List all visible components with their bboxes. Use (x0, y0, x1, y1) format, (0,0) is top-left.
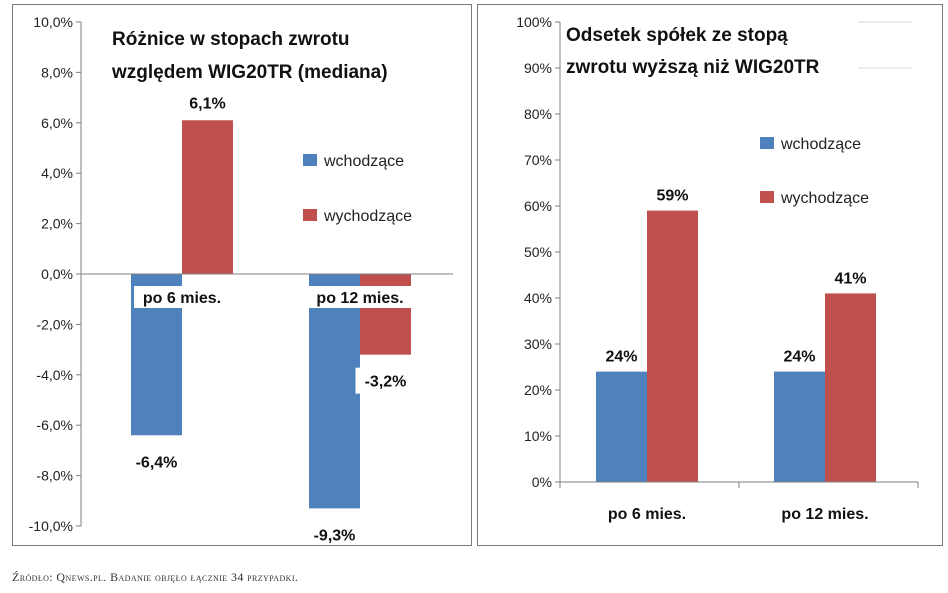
legend-swatch-wychodzace (760, 191, 774, 203)
bar-wchodzace (309, 274, 360, 509)
right-chart-panel: 100% 90% 80% 70% 60% 50% 40% 30% 20% 10% 0% 24% 24% 5… (477, 4, 943, 546)
source-note: Źródło: Qnews.pl. Badanie objęło łącznie… (12, 570, 299, 584)
y-tick-label: 30% (524, 336, 552, 352)
data-label: -3,2% (365, 374, 407, 391)
legend-swatch-wychodzace (303, 209, 317, 221)
y-tick-label: -10,0% (29, 518, 73, 534)
y-tick-label: 0% (532, 474, 552, 490)
bar-wchodzace (774, 371, 825, 482)
x-category-label: po 6 mies. (143, 290, 221, 307)
data-label: -9,3% (314, 527, 356, 544)
data-label-bg (355, 367, 416, 394)
y-tick-label: 10,0% (33, 14, 73, 30)
data-label: 6,1% (189, 95, 225, 112)
y-tick-label: 4,0% (41, 165, 73, 181)
bar-wychodzace (825, 293, 876, 482)
y-tick-label: 6,0% (41, 115, 73, 131)
chart-title: Różnice w stopach zwrotu (112, 29, 350, 50)
y-tick-label: 40% (524, 290, 552, 306)
category-label-bg (304, 286, 416, 308)
x-category-label: po 12 mies. (316, 290, 403, 307)
data-label: 24% (783, 349, 815, 366)
legend-label: wychodzące (780, 190, 869, 207)
y-tick-label: -6,0% (36, 417, 73, 433)
y-tick-label: 50% (524, 244, 552, 260)
legend-label: wychodzące (323, 208, 412, 225)
y-tick-label: 2,0% (41, 216, 73, 232)
legend-swatch-wchodzace (303, 154, 317, 166)
y-tick-label: 0,0% (41, 266, 73, 282)
data-label: -6,4% (136, 454, 178, 471)
data-label: 24% (605, 349, 637, 366)
data-label: 41% (834, 270, 866, 287)
y-tick-label: -2,0% (36, 316, 73, 332)
y-tick-label: 100% (516, 14, 552, 30)
y-tick-label: 60% (524, 198, 552, 214)
y-tick-label: 20% (524, 382, 552, 398)
legend-label: wchodzące (323, 153, 404, 170)
y-tick-label: 90% (524, 60, 552, 76)
y-tick-label: -8,0% (36, 468, 73, 484)
returns-difference-chart: 10,0% 8,0% 6,0% 4,0% 2,0% 0,0% -2,0% -4,0% -6,0%… (29, 14, 453, 544)
bar-wchodzace (596, 371, 647, 482)
x-category-label: po 6 mies. (608, 506, 686, 523)
chart-title: Odsetek spółek ze stopą (566, 25, 788, 46)
legend-label: wchodzące (780, 136, 861, 153)
category-label-bg (134, 286, 230, 308)
x-category-label: po 12 mies. (781, 506, 868, 523)
y-tick-label: 80% (524, 106, 552, 122)
share-of-companies-chart: 100% 90% 80% 70% 60% 50% 40% 30% 20% 10% 0% 24% 24% 5… (516, 14, 919, 523)
y-tick-label: 70% (524, 152, 552, 168)
bar-wychodzace (182, 120, 233, 274)
y-tick-label: 8,0% (41, 64, 73, 80)
chart-title: zwrotu wyższą niż WIG20TR (566, 57, 820, 78)
legend-swatch-wchodzace (760, 137, 774, 149)
data-label: 59% (656, 188, 688, 205)
left-chart-panel: 10,0% 8,0% 6,0% 4,0% 2,0% 0,0% -2,0% -4,0% -6,0%… (12, 4, 472, 546)
y-tick-label: 10% (524, 428, 552, 444)
chart-title: względem WIG20TR (mediana) (111, 62, 388, 83)
y-tick-label: -4,0% (36, 367, 73, 383)
bar-wychodzace (647, 210, 698, 482)
